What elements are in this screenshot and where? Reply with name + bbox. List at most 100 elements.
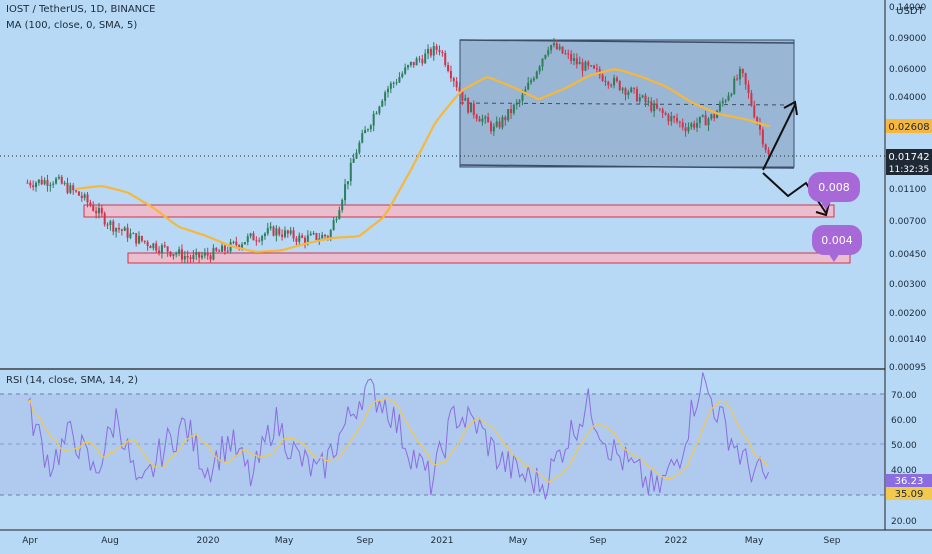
time-tick: 2021 xyxy=(431,536,454,546)
candle-body xyxy=(126,227,129,238)
candle-body xyxy=(727,95,730,101)
candle-body xyxy=(741,69,744,74)
time-tick: 2022 xyxy=(665,536,688,546)
candle-body xyxy=(449,71,452,79)
candle-body xyxy=(561,46,564,54)
support-zone-1[interactable] xyxy=(83,204,835,218)
range-box[interactable] xyxy=(459,39,795,168)
candle-body xyxy=(109,221,112,225)
candle-body xyxy=(46,180,49,186)
range-top-line xyxy=(459,39,795,44)
candle-body xyxy=(346,181,349,185)
candle-body xyxy=(618,81,621,91)
candle-body xyxy=(487,116,490,123)
candle-body xyxy=(355,152,358,159)
candle-body xyxy=(100,208,103,214)
candle-body xyxy=(412,61,415,66)
candle-body xyxy=(275,228,278,236)
candle-body xyxy=(418,58,421,60)
candle-body xyxy=(344,184,347,201)
candle-body xyxy=(687,127,690,132)
ma-legend-text: MA (100, close, 0, SMA, 5) xyxy=(6,20,138,31)
candle-body xyxy=(252,233,255,241)
candle-body xyxy=(630,87,633,93)
candle-body xyxy=(272,226,275,236)
price-ticks-group: 0.14000 0.09000 0.06000 0.04000 0.01100 0.007… xyxy=(889,3,926,373)
ma-legend[interactable]: MA (100, close, 0, SMA, 5) xyxy=(6,20,137,31)
last-price-tag: 0.01742 11:32:35 xyxy=(886,149,932,175)
projection-up-arrow[interactable] xyxy=(762,104,796,171)
candle-body xyxy=(696,123,699,128)
candle-body xyxy=(80,195,83,198)
candle-body xyxy=(175,253,178,255)
candle-body xyxy=(621,88,624,91)
time-tick: 2020 xyxy=(197,536,220,546)
rsi-tick: 50.00 xyxy=(891,441,917,451)
candle-body xyxy=(138,235,141,244)
candle-body xyxy=(43,180,46,185)
candle-body xyxy=(178,249,181,254)
rsi-legend[interactable]: RSI (14, close, SMA, 14, 2) xyxy=(6,375,138,386)
price-tick: 0.00140 xyxy=(889,335,926,345)
candle-body xyxy=(492,126,495,132)
candle-body xyxy=(235,241,238,246)
candle-body xyxy=(112,221,115,232)
symbol-legend[interactable]: IOST / TetherUS, 1D, BINANCE xyxy=(6,4,155,15)
candle-body xyxy=(324,234,327,237)
candle-body xyxy=(575,58,578,65)
candle-body xyxy=(398,77,401,83)
candle-body xyxy=(63,182,66,184)
rsi-ma-tag: 35.09 xyxy=(886,487,932,500)
rsi-tick: 70.00 xyxy=(891,391,917,401)
candle-body xyxy=(756,117,759,123)
candle-body xyxy=(552,43,555,46)
candle-body xyxy=(444,53,447,65)
candle-body xyxy=(438,49,441,52)
bubble-0004-label: 0.004 xyxy=(821,234,853,247)
price-tick: 0.00095 xyxy=(889,363,926,373)
candle-body xyxy=(103,213,106,225)
candle-body xyxy=(472,103,475,115)
candle-body xyxy=(564,53,567,55)
candle-body xyxy=(183,255,186,260)
candle-body xyxy=(767,150,770,155)
candle-body xyxy=(635,88,638,102)
candle-body xyxy=(518,100,521,103)
candle-body xyxy=(593,65,596,69)
candle-body xyxy=(226,250,229,252)
candle-body xyxy=(143,240,146,242)
bubble-0004[interactable]: 0.004 xyxy=(812,225,862,262)
candle-body xyxy=(352,158,355,163)
support-zone-2[interactable] xyxy=(127,252,851,264)
rsi-tick: 40.00 xyxy=(891,466,917,476)
candle-body xyxy=(37,179,40,183)
candle-body xyxy=(515,102,518,105)
candle-body xyxy=(704,115,707,126)
candle-body xyxy=(550,45,553,51)
candle-body xyxy=(92,205,95,211)
candle-body xyxy=(286,230,289,234)
candle-body xyxy=(295,238,298,242)
candle-body xyxy=(198,252,201,258)
candle-body xyxy=(584,61,587,71)
candle-body xyxy=(535,71,538,79)
candle-body xyxy=(261,236,264,241)
price-tick: 0.00300 xyxy=(889,280,926,290)
candle-body xyxy=(364,130,367,134)
candle-body xyxy=(172,254,175,256)
candle-body xyxy=(155,243,158,251)
candle-body xyxy=(572,58,575,61)
rsi-tick: 20.00 xyxy=(891,517,917,527)
candle-body xyxy=(55,178,58,184)
candle-body xyxy=(647,101,650,103)
candle-body xyxy=(764,144,767,151)
bubble-0008[interactable]: 0.008 xyxy=(808,172,860,210)
candle-body xyxy=(581,62,584,71)
ma-price-tag: 0.02608 xyxy=(886,119,932,133)
candle-body xyxy=(435,46,438,50)
candle-body xyxy=(750,93,753,106)
price-scale xyxy=(885,0,932,530)
range-bottom-line xyxy=(459,164,795,169)
candle-body xyxy=(26,182,29,184)
